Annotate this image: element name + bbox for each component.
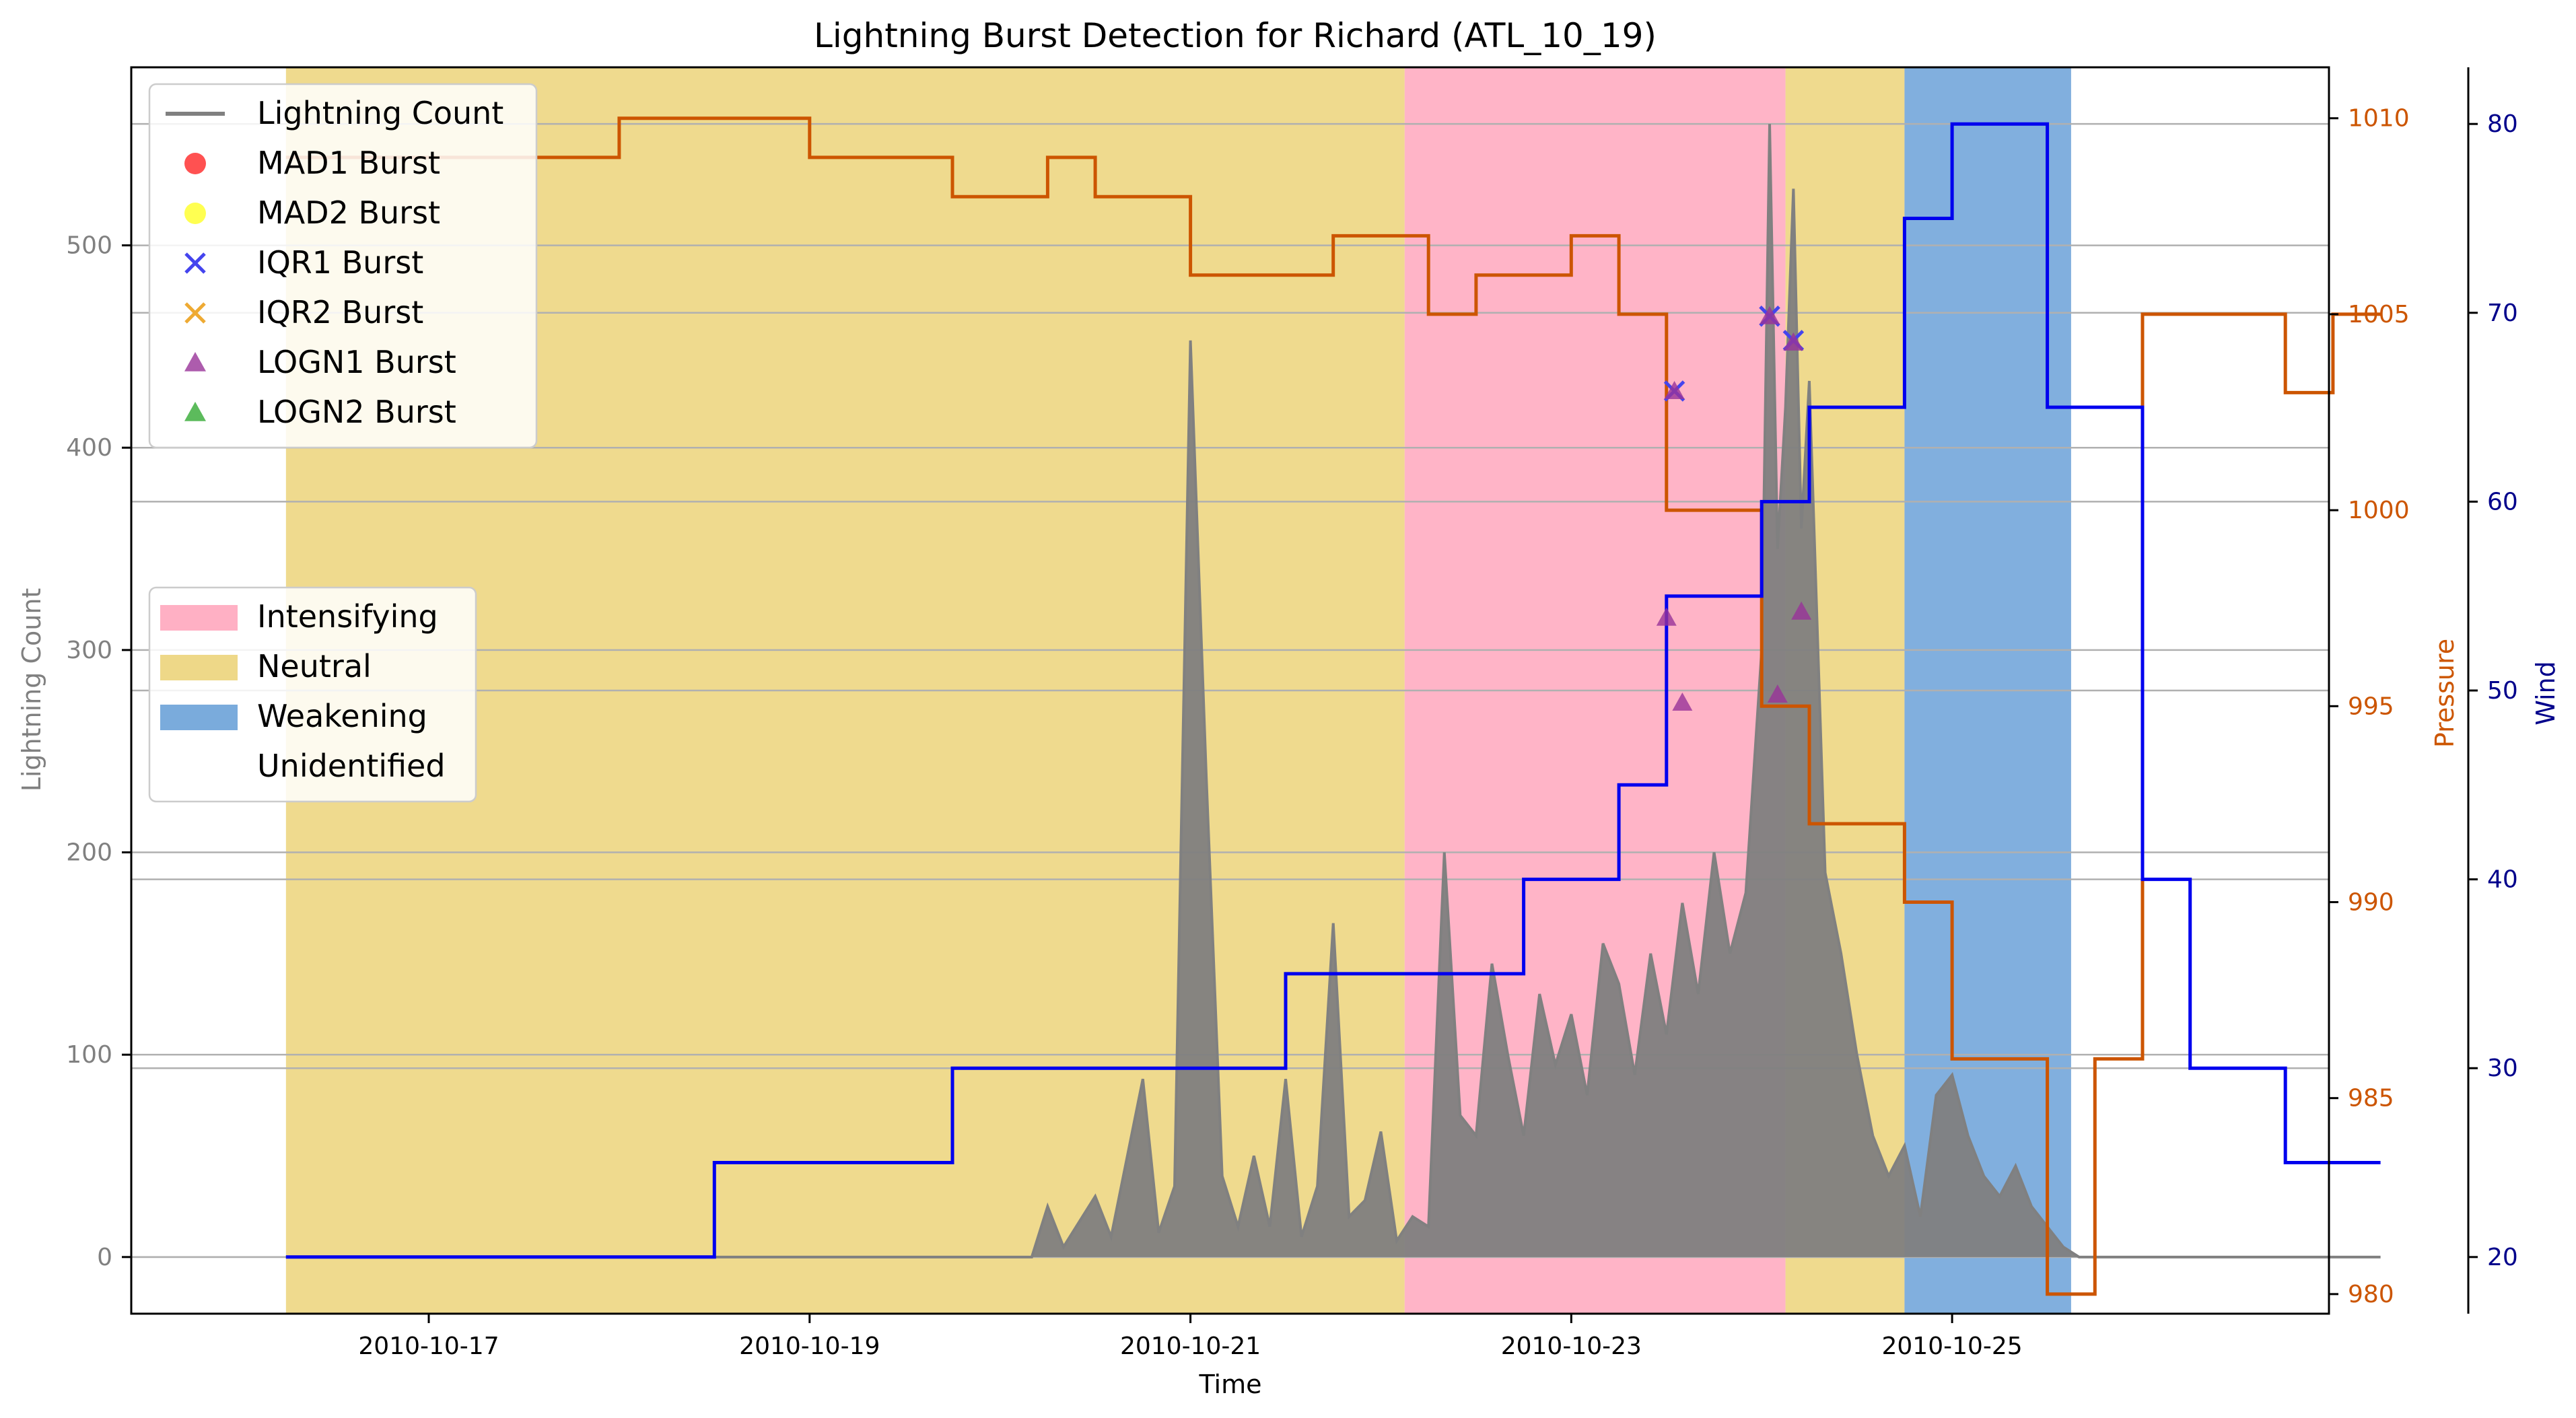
legend-phase-intensifying-swatch xyxy=(160,605,238,631)
legend-marker-mad1-burst-swatch xyxy=(184,153,206,174)
axes xyxy=(122,66,2478,1323)
burst-logn1-6 xyxy=(1760,306,1780,324)
legend-marker-lightning-count-label: Lightning Count xyxy=(257,95,503,131)
legend-marker-iqr1-burst-label: IQR1 Burst xyxy=(257,244,423,281)
legend-phase-neutral-label: Neutral xyxy=(257,648,372,684)
legend-marker-iqr2-burst-swatch xyxy=(184,302,206,324)
tick-label-pressure-990: 990 xyxy=(2348,888,2394,916)
legend-marker-mad2-burst-swatch xyxy=(184,203,206,224)
tick-label-wind-60: 60 xyxy=(2487,488,2518,516)
tick-label-pressure-995: 995 xyxy=(2348,693,2394,720)
legend-marker-logn1-burst-swatch xyxy=(184,352,206,371)
tick-label-wind-30: 30 xyxy=(2487,1055,2518,1082)
tick-label-wind-80: 80 xyxy=(2487,110,2518,138)
tick-label-left-100: 100 xyxy=(66,1041,112,1069)
wind-line-group xyxy=(285,122,2381,1259)
lightning-fill xyxy=(285,124,2381,1257)
y-axis-label-pressure: Pressure xyxy=(2430,639,2460,748)
y-axis-label-left: Lightning Count xyxy=(17,588,46,792)
tick-label-wind-50: 50 xyxy=(2487,677,2518,705)
legend-phase-intensifying-label: Intensifying xyxy=(257,598,438,635)
legend-marker-iqr1-burst-swatch-stroke-b xyxy=(184,252,206,274)
legend-phase-unidentified-swatch xyxy=(160,754,238,780)
lightning-line xyxy=(285,124,2381,1259)
tick-label-left-500: 500 xyxy=(66,232,112,260)
pressure-line xyxy=(285,116,2381,1296)
burst-logn1-3 xyxy=(1664,381,1685,400)
legend-marker-mad2-burst-label: MAD2 Burst xyxy=(257,194,440,231)
tick-label-pressure-1005: 1005 xyxy=(2348,301,2410,328)
tick-label-x-2010-10-25: 2010-10-25 xyxy=(1882,1333,2023,1360)
legends: Lightning Count MAD1 Burst MAD2 Burst IQR1 … xyxy=(148,83,538,803)
tick-labels: 0 100 200 300 400 500 980 985 990 995 1000 1005 1010… xyxy=(66,105,2518,1360)
legend-phase-weakening-swatch xyxy=(160,705,238,730)
legend-phase-weakening-label: Weakening xyxy=(257,698,427,734)
x-axis-label: Time xyxy=(1199,1370,1262,1399)
burst-logn1-7 xyxy=(1783,332,1804,351)
tick-label-left-200: 200 xyxy=(66,839,112,867)
tick-label-pressure-1000: 1000 xyxy=(2348,497,2410,524)
legend-markers-box xyxy=(148,83,538,449)
legend-marker-logn2-burst-label: LOGN2 Burst xyxy=(257,394,456,430)
legend-phases-box xyxy=(148,586,477,803)
tick-label-x-2010-10-21: 2010-10-21 xyxy=(1120,1333,1261,1360)
legend-phase-neutral-swatch xyxy=(160,655,238,680)
tick-label-x-2010-10-19: 2010-10-19 xyxy=(739,1333,880,1360)
legend-marker-mad1-burst-label: MAD1 Burst xyxy=(257,145,440,181)
tick-label-left-300: 300 xyxy=(66,637,112,664)
tick-label-wind-20: 20 xyxy=(2487,1244,2518,1271)
burst-markers xyxy=(1656,306,1812,711)
chart-title: Lightning Burst Detection for Richard (A… xyxy=(814,16,1657,55)
lightning-area xyxy=(285,124,2381,1259)
burst-logn1-8 xyxy=(1791,601,1812,620)
tick-label-pressure-1010: 1010 xyxy=(2348,105,2410,133)
burst-logn1-5 xyxy=(1672,693,1693,711)
tick-label-x-2010-10-23: 2010-10-23 xyxy=(1501,1333,1642,1360)
tick-label-left-400: 400 xyxy=(66,434,112,462)
legend-marker-logn1-burst-label: LOGN1 Burst xyxy=(257,344,456,380)
legend-marker-logn2-burst-swatch xyxy=(184,402,206,421)
tick-label-wind-40: 40 xyxy=(2487,866,2518,894)
y-axis-label-wind: Wind xyxy=(2531,661,2561,725)
tick-label-left-0: 0 xyxy=(97,1244,112,1271)
tick-label-wind-70: 70 xyxy=(2487,299,2518,327)
wind-line xyxy=(285,122,2381,1259)
legend-marker-iqr2-burst-swatch-stroke-b xyxy=(184,302,206,324)
burst-logn1-4 xyxy=(1656,607,1677,626)
tick-label-pressure-980: 980 xyxy=(2348,1281,2394,1308)
plot-frame xyxy=(130,66,2330,1315)
legend-marker-iqr2-burst-label: IQR2 Burst xyxy=(257,294,423,330)
burst-logn1-9 xyxy=(1767,684,1788,703)
legend-marker-iqr1-burst-swatch xyxy=(184,252,206,274)
tick-label-x-2010-10-17: 2010-10-17 xyxy=(358,1333,499,1360)
legend-phase-unidentified-label: Unidentified xyxy=(257,748,446,784)
pressure-line-group xyxy=(285,116,2381,1296)
tick-label-pressure-985: 985 xyxy=(2348,1085,2394,1112)
